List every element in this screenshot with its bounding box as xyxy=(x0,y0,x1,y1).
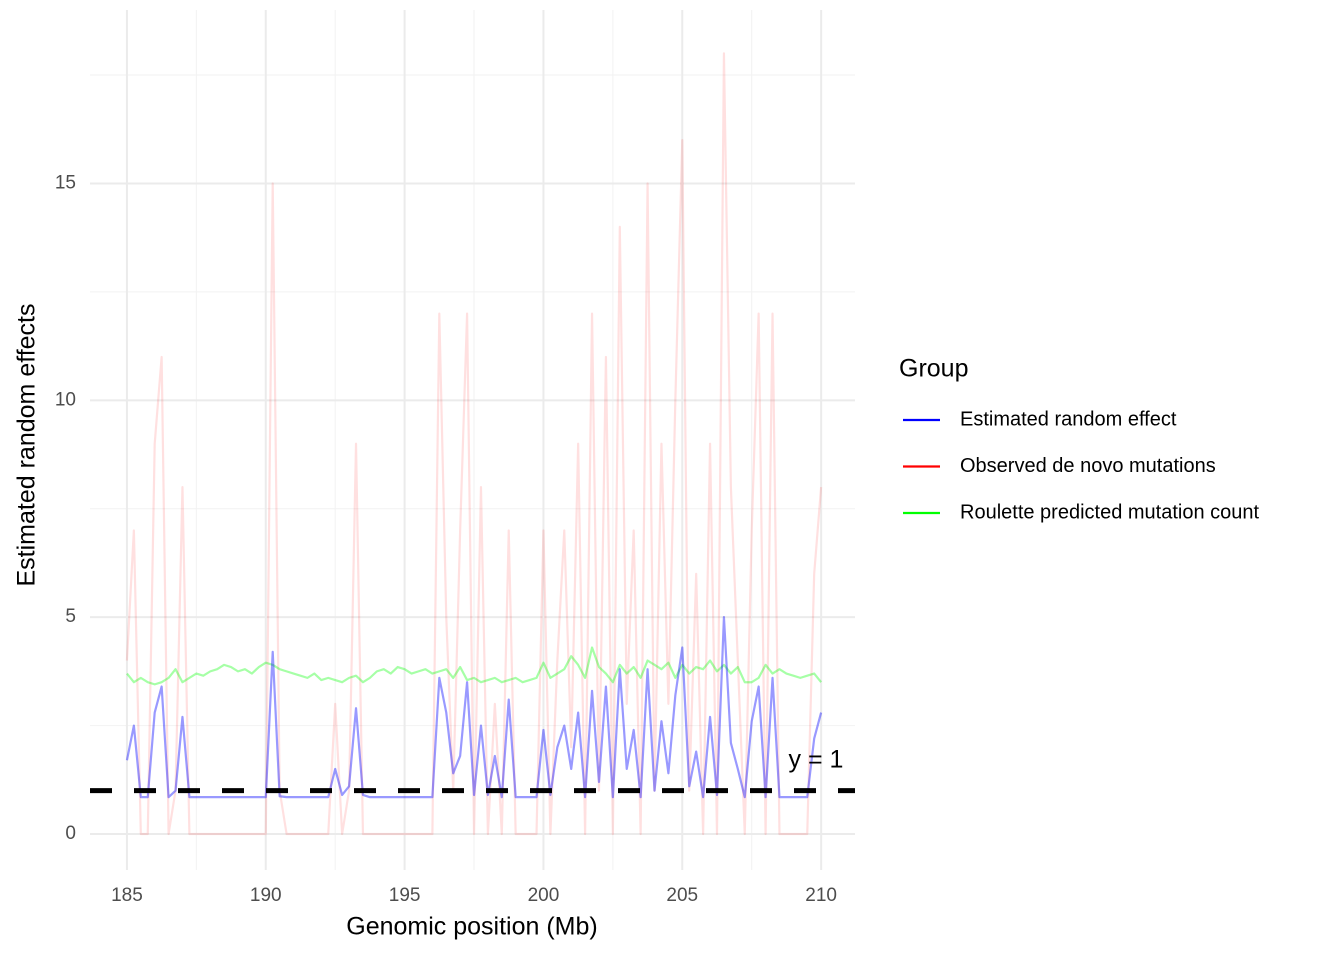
x-tick-label: 205 xyxy=(666,885,698,906)
x-tick-label: 200 xyxy=(528,885,560,906)
y-tick-label: 15 xyxy=(55,172,76,193)
legend-title: Group xyxy=(899,355,968,383)
y-tick-label: 0 xyxy=(65,823,76,844)
legend-label: Observed de novo mutations xyxy=(960,455,1216,477)
series-line xyxy=(125,616,823,799)
series-line xyxy=(126,646,822,686)
x-tick-label: 185 xyxy=(111,885,143,906)
x-tick-label: 195 xyxy=(389,885,421,906)
series-line xyxy=(125,52,823,836)
legend-label: Estimated random effect xyxy=(960,408,1177,430)
x-tick-label: 190 xyxy=(250,885,282,906)
reference-label: y = 1 xyxy=(789,746,844,774)
x-axis-title: Genomic position (Mb) xyxy=(346,913,597,941)
y-tick-label: 10 xyxy=(55,389,76,410)
y-tick-label: 5 xyxy=(65,606,76,627)
y-axis-title: Estimated random effects xyxy=(13,303,41,586)
legend-label: Roulette predicted mutation count xyxy=(960,501,1260,523)
x-tick-label: 210 xyxy=(805,885,837,906)
